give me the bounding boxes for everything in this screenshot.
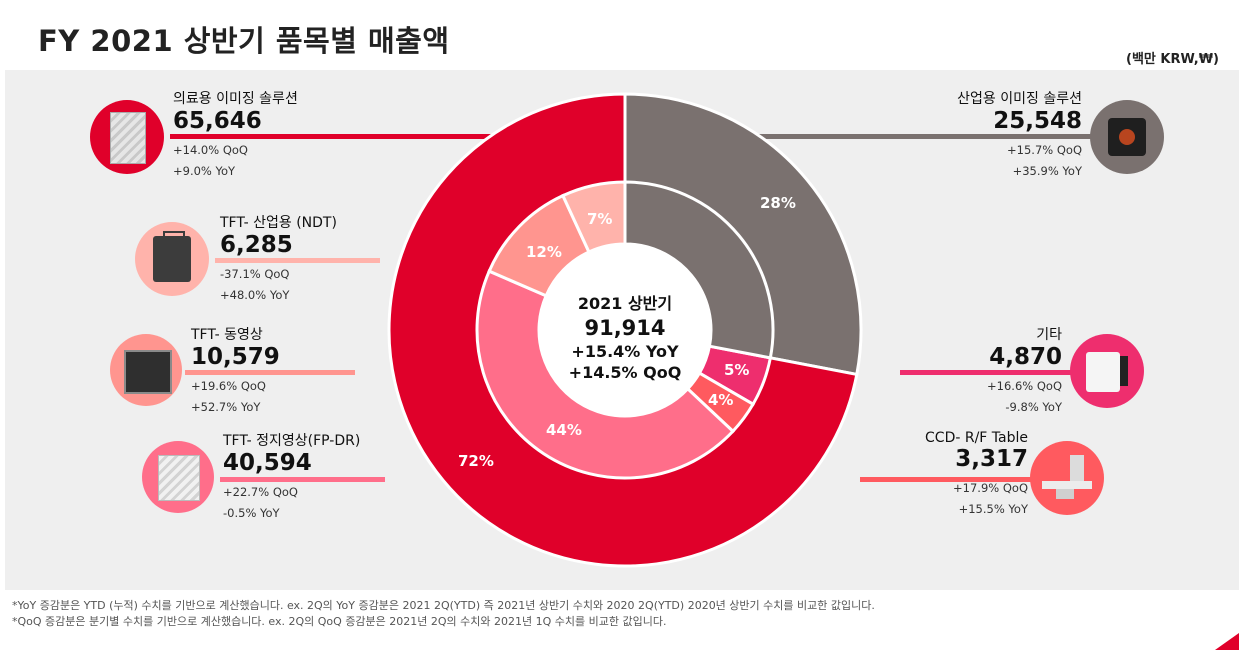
item-name: TFT- 동영상: [191, 327, 263, 343]
industrial-camera-icon: [1090, 100, 1164, 174]
video-connector-line: [185, 370, 355, 375]
medical-detector-icon: [90, 100, 164, 174]
item-name: CCD- R/F Table: [925, 430, 1028, 446]
item-value: 6,285: [220, 232, 293, 258]
page-title: FY 2021 상반기 품목별 매출액: [38, 24, 450, 58]
item-still: TFT- 정지영상(FP-DR) 40,594 +22.7% QoQ -0.5%…: [223, 430, 360, 524]
corner-accent: [1215, 633, 1239, 650]
pct-label-ccd: 4%: [708, 391, 734, 409]
pct-label-video: 12%: [526, 243, 562, 261]
other-connector-line: [900, 370, 1100, 375]
still-detector-icon: [142, 441, 214, 513]
unit-label: (백만 KRW,₩): [1126, 52, 1219, 67]
inner-slice-industrial: [623, 180, 775, 360]
item-name: 의료용 이미징 솔루션: [173, 91, 298, 107]
pct-label-industrial: 28%: [760, 194, 796, 212]
item-ccd: CCD- R/F Table 3,317 +17.9% QoQ +15.5% Y…: [925, 430, 1028, 520]
center-total: 91,914: [584, 316, 666, 340]
industrial-connector-line: [680, 134, 1100, 139]
item-yoy: +15.5% YoY: [958, 502, 1028, 516]
ndt-detector-icon: [135, 222, 209, 296]
item-yoy: +35.9% YoY: [1012, 164, 1082, 178]
item-yoy: -0.5% YoY: [223, 506, 280, 520]
pct-label-other: 5%: [724, 361, 750, 379]
ccd-connector-line: [860, 477, 1060, 482]
item-qoq: +16.6% QoQ: [987, 379, 1062, 393]
item-name: TFT- 정지영상(FP-DR): [223, 433, 361, 449]
medical-connector-line: [170, 134, 550, 139]
ndt-connector-line: [215, 258, 380, 263]
item-qoq: +14.0% QoQ: [173, 143, 248, 157]
pct-label-still: 44%: [546, 421, 582, 439]
item-medical: 의료용 이미징 솔루션 65,646 +14.0% QoQ +9.0% YoY: [173, 88, 298, 182]
rf-table-icon: [1030, 441, 1104, 515]
item-yoy: +9.0% YoY: [173, 164, 236, 178]
item-qoq: +15.7% QoQ: [1007, 143, 1082, 157]
donut-center-summary: 2021 상반기 91,914 +15.4% YoY +14.5% QoQ: [545, 290, 705, 382]
center-qoq: +14.5% QoQ: [568, 363, 682, 382]
item-value: 65,646: [173, 108, 262, 134]
item-value: 40,594: [223, 450, 312, 476]
donut-center-disc: [539, 244, 711, 416]
item-name: TFT- 산업용 (NDT): [220, 215, 337, 231]
footnote-qoq: *QoQ 증감분은 분기별 수치를 기반으로 계산했습니다. ex. 2Q의 Q…: [12, 615, 667, 628]
item-value: 10,579: [191, 344, 280, 370]
item-value: 4,870: [989, 344, 1062, 370]
still-connector-line: [220, 477, 385, 482]
item-yoy: +48.0% YoY: [220, 288, 290, 302]
item-yoy: +52.7% YoY: [191, 400, 261, 414]
item-other: 기타 4,870 +16.6% QoQ -9.8% YoY: [987, 324, 1062, 418]
center-period: 2021 상반기: [577, 294, 673, 313]
item-name: 기타: [1036, 327, 1062, 343]
item-qoq: +17.9% QoQ: [953, 481, 1028, 495]
item-value: 3,317: [955, 446, 1028, 472]
item-qoq: -37.1% QoQ: [220, 267, 290, 281]
item-qoq: +22.7% QoQ: [223, 485, 298, 499]
center-yoy: +15.4% YoY: [571, 342, 679, 361]
item-industrial: 산업용 이미징 솔루션 25,548 +15.7% QoQ +35.9% YoY: [957, 88, 1082, 182]
item-video: TFT- 동영상 10,579 +19.6% QoQ +52.7% YoY: [191, 324, 280, 418]
item-yoy: -9.8% YoY: [1005, 400, 1062, 414]
other-device-icon: [1070, 334, 1144, 408]
video-detector-icon: [110, 334, 182, 406]
item-qoq: +19.6% QoQ: [191, 379, 266, 393]
pct-label-medical: 72%: [458, 452, 494, 470]
item-ndt: TFT- 산업용 (NDT) 6,285 -37.1% QoQ +48.0% Y…: [220, 212, 337, 306]
footnote-yoy: *YoY 증감분은 YTD (누적) 수치를 기반으로 계산했습니다. ex. …: [12, 599, 875, 612]
item-value: 25,548: [993, 108, 1082, 134]
item-name: 산업용 이미징 솔루션: [957, 91, 1082, 107]
pct-label-ndt: 7%: [587, 210, 613, 228]
